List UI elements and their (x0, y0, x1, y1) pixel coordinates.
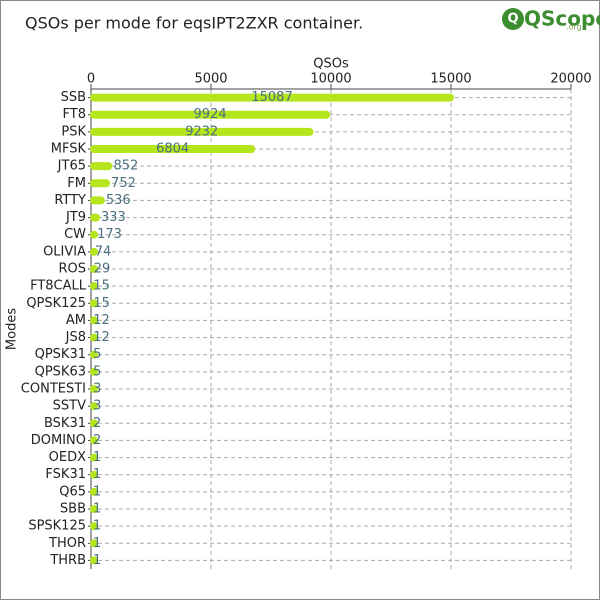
value-label: 5 (93, 347, 101, 362)
logo-suffix: .org (566, 23, 582, 32)
value-label: 536 (106, 193, 131, 208)
y-tick-label: SPSK125 (28, 519, 86, 534)
y-tick-label: CONTESTI (21, 382, 86, 397)
value-label: 1 (93, 553, 101, 568)
y-tick-label: FT8 (63, 107, 86, 122)
y-tick-label: QPSK63 (35, 364, 86, 379)
y-tick-label: THOR (48, 536, 86, 551)
x-axis-label: QSOs (313, 57, 349, 72)
value-label: 1 (93, 484, 101, 499)
value-label: 6804 (156, 142, 189, 157)
y-tick-label: FM (67, 176, 86, 191)
y-tick-label: SBB (60, 502, 86, 517)
y-tick-label: OLIVIA (43, 244, 86, 259)
y-tick-label: QPSK125 (26, 296, 86, 311)
y-tick-label: MFSK (51, 142, 87, 157)
y-tick-label: FT8CALL (30, 279, 87, 294)
y-tick-label: Q65 (59, 484, 86, 499)
y-tick-label: DOMINO (31, 433, 86, 448)
value-label: 9232 (185, 124, 218, 139)
value-label: 1 (93, 502, 101, 517)
value-label: 12 (93, 313, 110, 328)
value-label: 74 (95, 244, 112, 259)
value-label: 1 (93, 536, 101, 551)
logo-icon (502, 8, 524, 30)
value-label: 15 (93, 296, 110, 311)
y-tick-label: JT65 (57, 159, 86, 174)
x-tick-label: 0 (87, 72, 95, 87)
chart-title: QSOs per mode for eqsIPT2ZXR container. (25, 14, 363, 33)
y-tick-label: RTTY (54, 193, 86, 208)
value-label: 333 (101, 210, 126, 225)
y-tick-label: OEDX (49, 450, 86, 465)
value-label: 852 (113, 159, 138, 174)
y-tick-label: JT9 (65, 210, 86, 225)
value-label: 5 (93, 364, 101, 379)
value-label: 1 (93, 450, 101, 465)
y-tick-label: SSTV (53, 399, 86, 414)
value-label: 15 (93, 279, 110, 294)
y-tick-label: QPSK31 (35, 347, 86, 362)
value-label: 2 (93, 433, 101, 448)
logo-q: Q (507, 12, 518, 27)
logo-text: QScope (524, 7, 600, 31)
y-tick-label: CW (64, 227, 86, 242)
value-label: 3 (93, 382, 101, 397)
value-label: 3 (93, 399, 101, 414)
y-tick-label: FSK31 (45, 467, 86, 482)
value-label: 29 (94, 262, 111, 277)
value-label: 752 (111, 176, 136, 191)
y-tick-label: PSK (61, 124, 86, 139)
y-tick-label: ROS (58, 262, 86, 277)
y-tick-label: JS8 (65, 330, 86, 345)
y-tick-label: THRB (49, 553, 86, 568)
y-tick-label: AM (66, 313, 86, 328)
value-label: 1 (93, 467, 101, 482)
y-tick-label: SSB (61, 90, 86, 105)
value-label: 2 (93, 416, 101, 431)
x-tick-label: 15000 (430, 72, 471, 87)
x-tick-label: 20000 (550, 72, 591, 87)
value-label: 15087 (251, 90, 292, 105)
x-tick-label: 10000 (310, 72, 351, 87)
value-label: 12 (93, 330, 110, 345)
x-tick-label: 5000 (194, 72, 227, 87)
value-label: 9924 (194, 107, 227, 122)
value-label: 173 (97, 227, 122, 242)
value-label: 1 (93, 519, 101, 534)
y-tick-label: BSK31 (44, 416, 86, 431)
y-axis-label: Modes (5, 308, 20, 350)
logo: Q QScope .org (502, 7, 600, 32)
